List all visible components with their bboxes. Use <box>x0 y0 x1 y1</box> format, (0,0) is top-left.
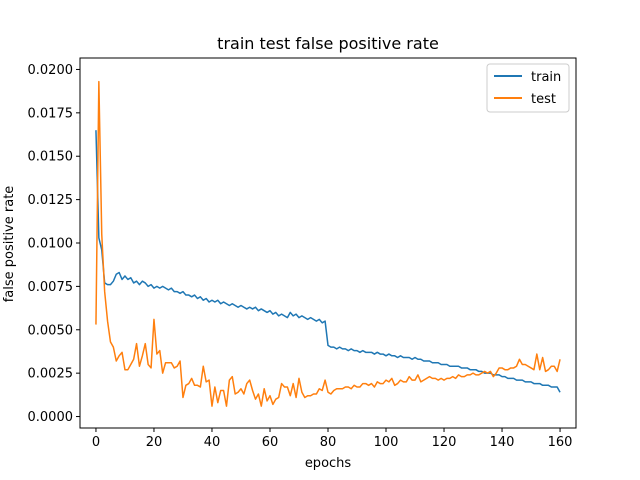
legend: train test <box>486 63 570 113</box>
y-tick-label: 0.0000 <box>28 410 74 425</box>
x-tick-label: 60 <box>262 435 279 450</box>
x-tick-label: 120 <box>432 435 457 450</box>
series-line-test <box>95 80 561 407</box>
legend-label-test: test <box>531 92 556 107</box>
y-tick-label: 0.0150 <box>28 150 74 165</box>
y-tick-label: 0.0175 <box>28 106 74 121</box>
x-tick-label: 20 <box>146 435 163 450</box>
y-tick-label: 0.0100 <box>28 237 74 252</box>
x-tick-label: 0 <box>92 435 100 450</box>
y-tick-label: 0.0200 <box>28 63 74 78</box>
y-tick-label: 0.0125 <box>28 193 74 208</box>
x-tick-label: 80 <box>320 435 337 450</box>
x-tick-label: 100 <box>374 435 399 450</box>
y-axis-label: false positive rate <box>2 186 17 303</box>
legend-label-train: train <box>531 70 561 85</box>
x-tick-label: 160 <box>548 435 573 450</box>
y-tick-label: 0.0075 <box>28 280 74 295</box>
x-axis-label: epochs <box>305 456 352 471</box>
x-tick-label: 140 <box>490 435 515 450</box>
series-layer <box>95 80 561 407</box>
axes-layer: 0 20 40 60 80 100 120 140 160 0.0000 0.0025 0.0050 0… <box>28 57 577 450</box>
x-tick-label: 40 <box>204 435 221 450</box>
y-tick-label: 0.0025 <box>28 367 74 382</box>
y-tick-label: 0.0050 <box>28 323 74 338</box>
chart-title: train test false positive rate <box>217 34 439 53</box>
